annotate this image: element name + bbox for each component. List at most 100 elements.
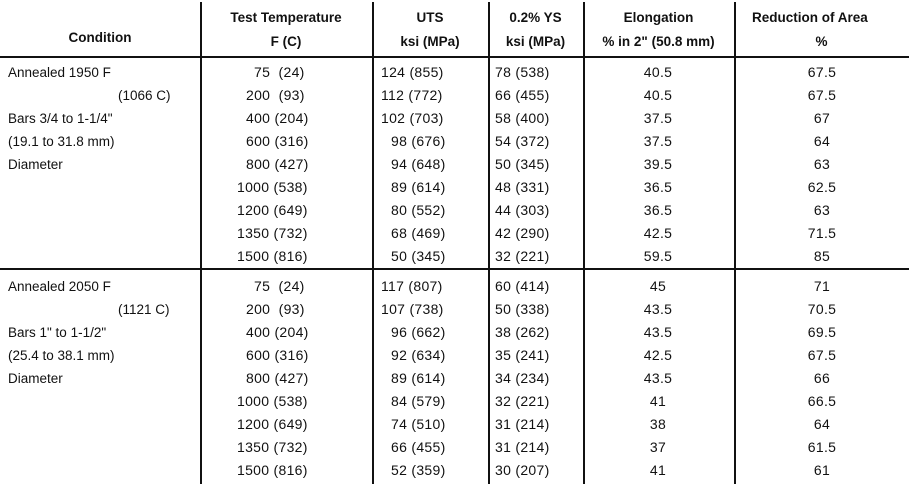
temperature-header-line2: F (C) (270, 34, 302, 49)
uts-cell: 66 (455) (391, 439, 446, 455)
reduction-of-area-cell: 69.5 (807, 324, 837, 340)
uts-cell: 80 (552) (391, 202, 446, 218)
elongation-cell: 40.5 (643, 87, 673, 103)
reduction-of-area-cell: 61.5 (807, 439, 837, 455)
yield-strength-cell: 35 (241) (495, 347, 550, 363)
table-row: 800 (427) 89 (614) 34 (234) 43.5 66 (0, 370, 909, 393)
temperature-cell: 600 (316) (246, 347, 309, 363)
table-row: 1200 (649) 80 (552) 44 (303) 36.5 63 (0, 202, 909, 225)
reduction-of-area-cell: 64 (813, 416, 831, 432)
condition-header: Condition (68, 30, 132, 45)
table-row: 1500 (816) 52 (359) 30 (207) 41 61 (0, 462, 909, 485)
reduction-of-area-cell: 66.5 (807, 393, 837, 409)
condition-text: Annealed 2050 F (8, 279, 111, 294)
temperature-cell: 75 (24) (254, 64, 305, 80)
elongation-cell: 40.5 (643, 64, 673, 80)
uts-cell: 94 (648) (391, 156, 446, 172)
condition-text: (19.1 to 31.8 mm) (8, 134, 115, 149)
uts-cell: 89 (614) (391, 179, 446, 195)
reduction-of-area-cell: 63 (813, 202, 831, 218)
reduction-of-area-cell: 64 (813, 133, 831, 149)
reduction-of-area-cell: 67.5 (807, 87, 837, 103)
yield-strength-cell: 34 (234) (495, 370, 550, 386)
uts-cell: 102 (703) (381, 110, 444, 126)
condition-text: (25.4 to 38.1 mm) (8, 348, 115, 363)
uts-cell: 84 (579) (391, 393, 446, 409)
temperature-cell: 1200 (649) (237, 202, 308, 218)
temperature-cell: 200 (93) (246, 301, 305, 317)
table-row: 200 (93) 112 (772) 66 (455) 40.5 67.5 (0, 87, 909, 110)
temperature-cell: 400 (204) (246, 110, 309, 126)
condition-text: Annealed 1950 F (8, 65, 111, 80)
reduction-of-area-cell: 70.5 (807, 301, 837, 317)
uts-cell: 96 (662) (391, 324, 446, 340)
section-divider (0, 268, 909, 270)
uts-cell: 89 (614) (391, 370, 446, 386)
table-row: 1000 (538) 84 (579) 32 (221) 41 66.5 (0, 393, 909, 416)
reduction-of-area-cell: 62.5 (807, 179, 837, 195)
yield-strength-cell: 38 (262) (495, 324, 550, 340)
temperature-cell: 1500 (816) (237, 248, 308, 264)
yield-strength-cell: 31 (214) (495, 416, 550, 432)
elongation-cell: 41 (649, 393, 667, 409)
table-row: 600 (316) 92 (634) 35 (241) 42.5 67.5 (0, 347, 909, 370)
column-divider (200, 2, 202, 484)
uts-cell: 117 (807) (381, 278, 443, 294)
yield-strength-cell: 48 (331) (495, 179, 550, 195)
yield-strength-header-line1: 0.2% YS (509, 10, 562, 25)
elongation-cell: 43.5 (643, 370, 673, 386)
yield-strength-cell: 58 (400) (495, 110, 550, 126)
yield-strength-cell: 30 (207) (495, 462, 550, 478)
yield-strength-cell: 44 (303) (495, 202, 550, 218)
uts-cell: 52 (359) (391, 462, 446, 478)
uts-cell: 50 (345) (391, 248, 446, 264)
yield-strength-cell: 66 (455) (495, 87, 550, 103)
yield-strength-cell: 50 (338) (495, 301, 550, 317)
yield-strength-cell: 32 (221) (495, 393, 550, 409)
yield-strength-header: 0.2% YS ksi (MPa) (488, 4, 583, 56)
condition-text: Diameter (8, 371, 63, 386)
temperature-cell: 1200 (649) (237, 416, 308, 432)
condition-text: (1066 C) (118, 88, 171, 103)
reduction-of-area-cell: 71.5 (807, 225, 837, 241)
table-row: 1200 (649) 74 (510) 31 (214) 38 64 (0, 416, 909, 439)
elongation-cell: 45 (649, 278, 667, 294)
elongation-header-line1: Elongation (623, 10, 694, 25)
table-row: 1350 (732) 66 (455) 31 (214) 37 61.5 (0, 439, 909, 462)
elongation-cell: 37.5 (643, 110, 673, 126)
uts-header: UTS ksi (MPa) (372, 4, 488, 56)
condition-text: Diameter (8, 157, 63, 172)
reduction-of-area-cell: 85 (813, 248, 831, 264)
elongation-cell: 59.5 (643, 248, 673, 264)
temperature-cell: 75 (24) (254, 278, 305, 294)
reduction-of-area-header-line2: % (815, 34, 828, 49)
reduction-of-area-cell: 67.5 (807, 64, 837, 80)
table-row: 400 (204) 102 (703) 58 (400) 37.5 67 (0, 110, 909, 133)
reduction-of-area-cell: 63 (813, 156, 831, 172)
table-row: 1500 (816) 50 (345) 32 (221) 59.5 85 (0, 248, 909, 271)
elongation-cell: 39.5 (643, 156, 673, 172)
temperature-cell: 1500 (816) (237, 462, 308, 478)
column-divider (734, 2, 736, 484)
table-row: 600 (316) 98 (676) 54 (372) 37.5 64 (0, 133, 909, 156)
elongation-cell: 36.5 (643, 202, 673, 218)
uts-header-line1: UTS (416, 10, 444, 25)
reduction-of-area-cell: 67 (813, 110, 831, 126)
yield-strength-cell: 54 (372) (495, 133, 550, 149)
uts-cell: 112 (772) (381, 87, 443, 103)
table-row: 200 (93) 107 (738) 50 (338) 43.5 70.5 (0, 301, 909, 324)
table-row: 75 (24) 117 (807) 60 (414) 45 71 (0, 278, 909, 301)
temperature-header: Test Temperature F (C) (200, 4, 372, 56)
yield-strength-cell: 42 (290) (495, 225, 550, 241)
uts-cell: 92 (634) (391, 347, 446, 363)
temperature-cell: 1000 (538) (237, 393, 308, 409)
uts-header-line2: ksi (MPa) (400, 34, 460, 49)
column-divider (372, 2, 374, 484)
temperature-cell: 800 (427) (246, 370, 309, 386)
elongation-header-line2: % in 2" (50.8 mm) (602, 34, 715, 49)
column-divider (583, 2, 585, 484)
temperature-cell: 600 (316) (246, 133, 309, 149)
uts-cell: 98 (676) (391, 133, 446, 149)
elongation-cell: 43.5 (643, 324, 673, 340)
temperature-cell: 1350 (732) (237, 439, 308, 455)
